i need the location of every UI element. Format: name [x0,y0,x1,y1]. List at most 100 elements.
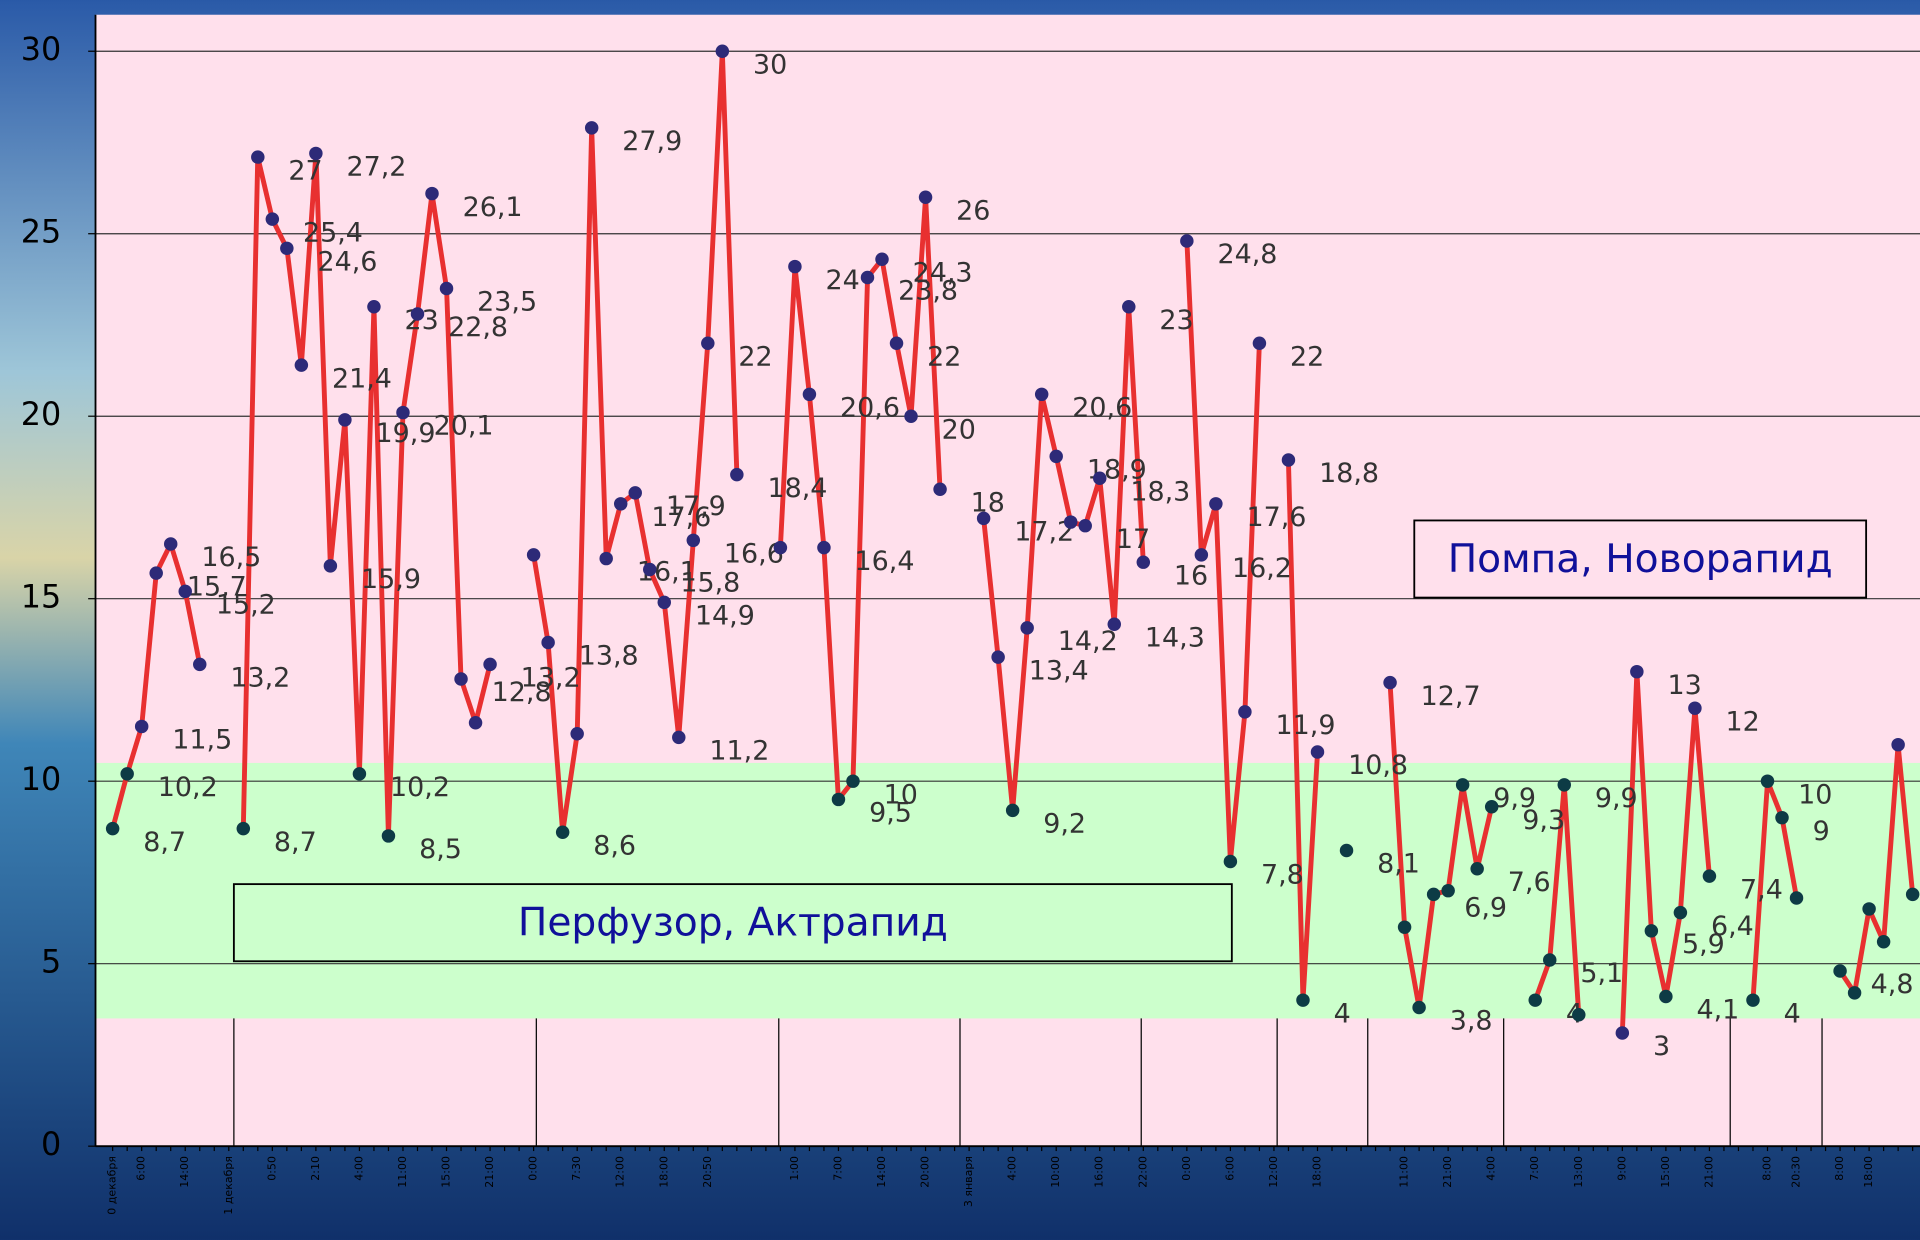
data-point [889,336,904,350]
x-tick-label: 2:10 [309,1156,322,1181]
data-point [251,150,265,164]
data-label: 4,1 [1696,995,1739,1026]
x-tick-label: 0 декабря [106,1156,119,1215]
x-tick-label: 18:00 [1310,1156,1323,1188]
data-label: 13,2 [230,663,290,694]
data-label: 9,9 [1595,783,1638,814]
data-label: 16,6 [724,538,784,569]
data-label: 18,8 [1319,458,1379,489]
data-point [817,540,831,555]
data-label: 9,9 [1493,783,1536,814]
data-point [1063,515,1078,529]
data-label: 4 [1334,998,1351,1029]
y-tick-label: 25 [21,213,62,251]
data-point [367,299,381,314]
data-point [831,792,846,807]
data-point [1020,621,1034,635]
data-label: 7,8 [1261,860,1304,891]
data-point [396,405,410,420]
data-point [1034,387,1049,402]
x-tick-label: 8:00 [1760,1156,1773,1181]
x-tick-label: 4:00 [1006,1156,1019,1181]
x-tick-label: 12:00 [614,1156,627,1188]
x-tick-label: 20:30 [1790,1156,1803,1188]
data-label: 22 [927,341,961,372]
data-label: 22 [1290,341,1324,372]
data-label: 26 [956,195,990,226]
data-point [1339,843,1354,858]
data-point [1543,953,1557,967]
data-point [1005,803,1020,818]
x-tick-label: 21:00 [1441,1156,1454,1188]
data-point [338,413,352,427]
data-label: 17,9 [666,491,726,522]
data-point [541,635,555,650]
data-label: 8,1 [1377,849,1420,880]
data-label: 13,2 [521,663,581,694]
data-label: 21,4 [332,363,392,394]
data-point [976,511,991,526]
data-label: 10,2 [390,772,450,803]
data-point [1644,924,1659,938]
x-tick-label: 4:00 [352,1156,365,1181]
data-point [410,307,425,321]
data-label: 17 [1116,524,1150,555]
data-label: 14,9 [695,601,755,632]
data-point [1281,453,1296,467]
data-point [425,186,439,201]
data-label: 12,7 [1421,681,1481,712]
data-point [1310,745,1325,759]
data-label: 25,4 [303,217,363,248]
data-point [1209,497,1223,511]
data-point [1847,986,1862,1000]
data-label: 15,9 [361,564,421,595]
data-point [1383,675,1397,690]
data-point [1238,705,1252,719]
data-point [875,252,889,267]
data-label: 10,8 [1348,750,1408,781]
x-tick-label: 22:00 [1136,1156,1149,1188]
data-label: 17,6 [1246,502,1306,533]
y-tick-label: 30 [21,30,62,68]
data-label: 27 [288,155,322,186]
data-label: 14,2 [1058,626,1118,657]
x-tick-label: 21:00 [1702,1156,1715,1188]
x-tick-label: 0:00 [527,1156,540,1181]
data-label: 20,1 [434,411,494,442]
data-label: 9,5 [869,798,912,829]
data-point [1760,774,1775,788]
data-point [1093,471,1107,485]
data-label: 4 [1784,998,1801,1029]
data-label: 13 [1667,670,1701,701]
data-point [599,551,613,566]
data-point [323,559,338,573]
data-point [1572,1008,1586,1022]
data-point [439,281,454,296]
annotation-box [232,883,1233,963]
data-point [1194,548,1209,562]
data-label: 24,8 [1217,239,1277,270]
data-point [1397,920,1412,934]
data-point [555,825,570,840]
data-point [1659,989,1673,1004]
plot-area: 0 5 10 15 20 25 30 0 декабря 6:00 14:00 1 декабря 0… [21,14,1920,1215]
data-point [686,533,701,548]
data-point [672,730,686,745]
data-label: 20 [942,414,976,445]
data-point [904,409,918,423]
data-point [309,146,323,161]
data-point [1833,964,1847,978]
data-label: 22,8 [448,312,508,343]
x-tick-label: 3 января [962,1156,975,1207]
data-point [846,774,860,788]
data-label: 6,4 [1711,911,1754,942]
data-label: 24,6 [317,247,377,278]
data-point [657,595,672,610]
data-label: 15,2 [216,590,276,621]
annotation: Помпа, Новорапид [1448,537,1833,582]
data-point [730,467,744,482]
data-point [1441,883,1455,898]
data-label: 3 [1653,1031,1670,1062]
data-point [1905,887,1920,902]
